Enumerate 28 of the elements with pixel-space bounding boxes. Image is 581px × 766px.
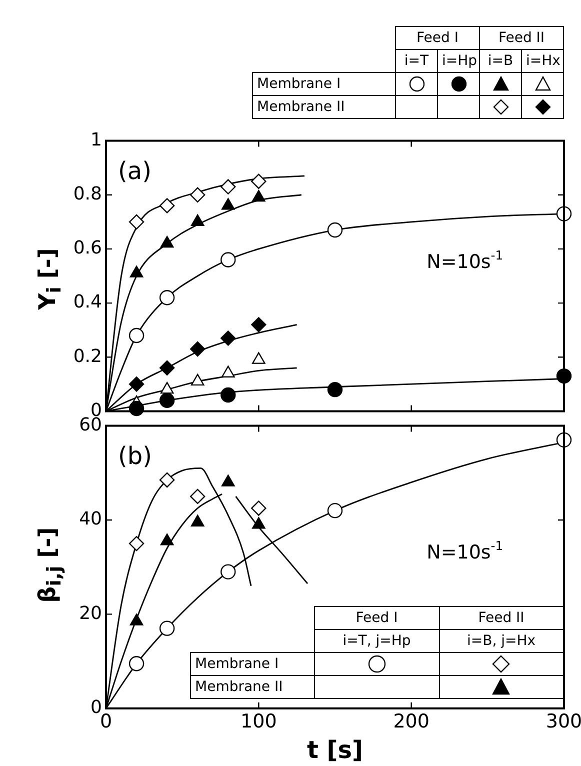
annotation: Feed I — [314, 606, 439, 630]
text: i=Hp — [438, 50, 480, 72]
annotation: i=T, j=Hp — [314, 630, 439, 652]
text: Membrane II — [252, 96, 396, 118]
annotation: i=B, j=Hx — [439, 630, 564, 652]
y-tick-label: 0 — [90, 697, 102, 718]
text: i=B — [480, 50, 522, 72]
annotation: (a) — [118, 156, 152, 185]
annotation: Feed II — [439, 606, 564, 630]
x-axis-title: t [s] — [306, 736, 364, 764]
y-tick-label: 1 — [90, 129, 102, 150]
y-tick-label: 20 — [79, 602, 102, 624]
annotation: (b) — [118, 442, 152, 470]
y-tick-label: 0.8 — [73, 184, 102, 205]
y-tick-label: 0.2 — [73, 346, 102, 367]
annotation: Membrane II — [190, 676, 314, 698]
x-tick-label: 200 — [393, 710, 430, 733]
y-tick-label: 0.4 — [73, 292, 102, 313]
annotation: Membrane I — [190, 652, 314, 676]
text: Feed II — [480, 26, 564, 50]
y-tick-label: 0.6 — [73, 238, 102, 259]
text: Feed I — [396, 26, 480, 50]
text: i=T — [396, 50, 438, 72]
x-tick-label: 300 — [546, 710, 581, 733]
text: i=Hx — [522, 50, 564, 72]
y-tick-label: 40 — [79, 508, 102, 530]
text: Membrane I — [252, 72, 396, 96]
x-tick-label: 100 — [240, 710, 277, 733]
